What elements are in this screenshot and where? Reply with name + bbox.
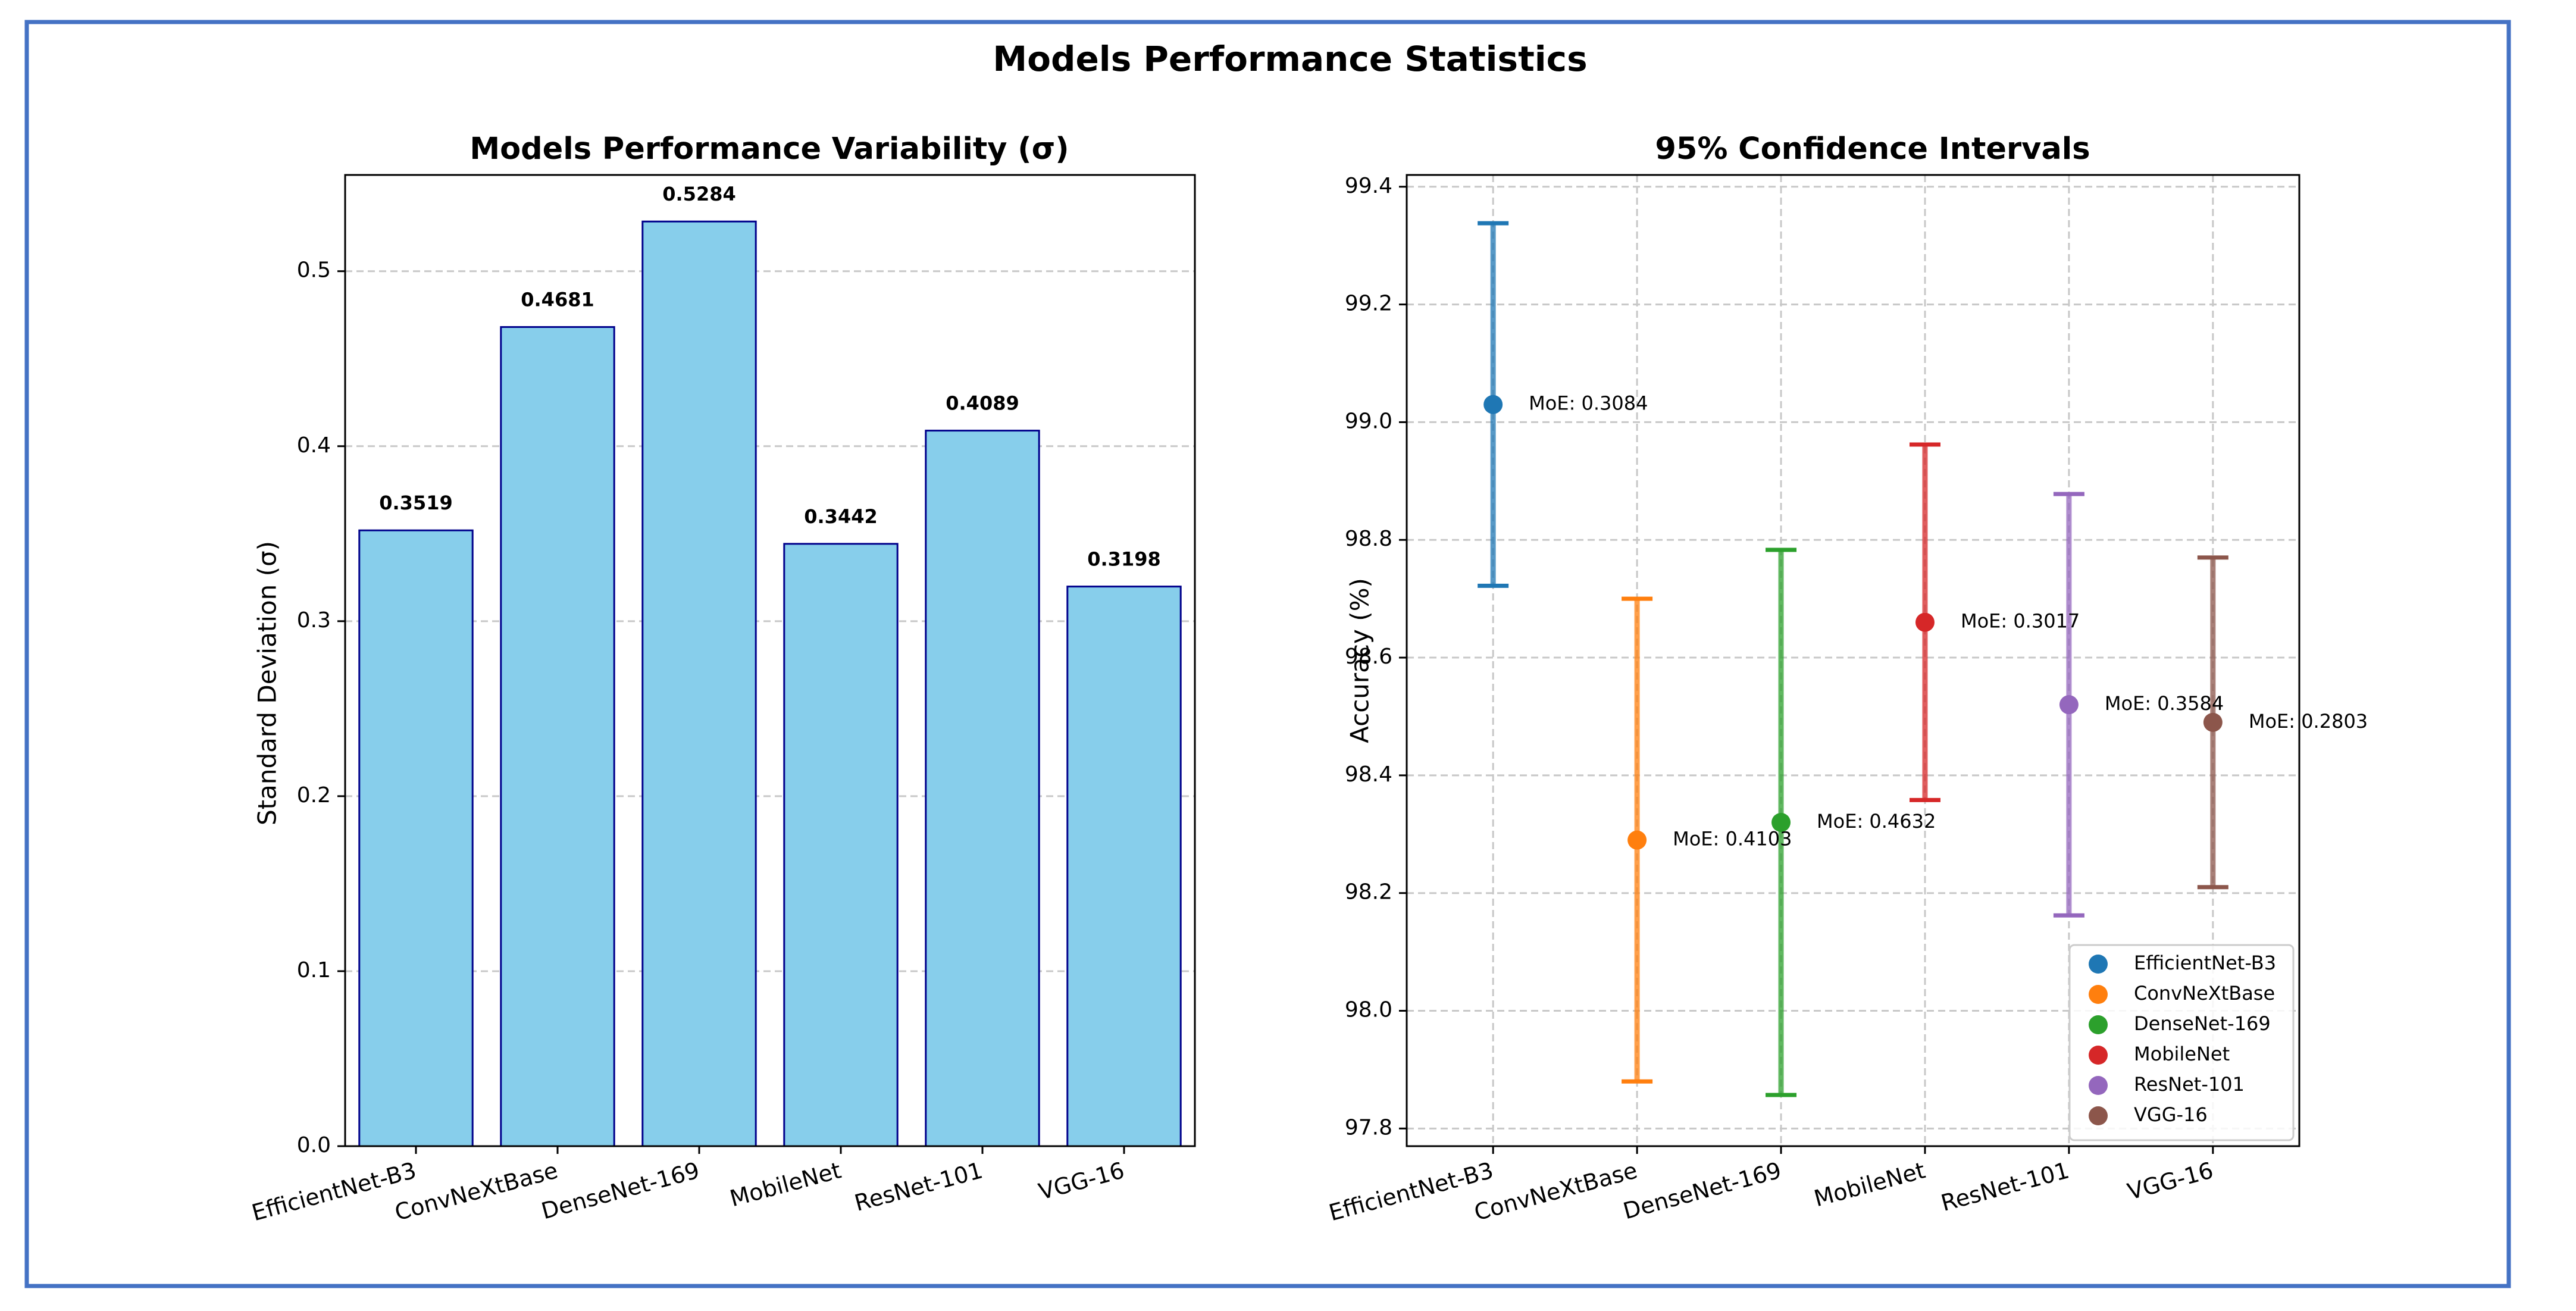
variability-ytick-label: 0.4 (297, 433, 331, 458)
bar-efficientnet-b3 (358, 529, 474, 1147)
errorbar-vgg-16 (2197, 555, 2228, 890)
ci-ytick-label: 98.6 (1345, 644, 1392, 669)
variability-ytick-label: 0.2 (297, 783, 331, 808)
variability-ytick-label: 0.3 (297, 608, 331, 633)
ci-ytick-label: 99.4 (1345, 174, 1392, 198)
legend-label: ConvNeXtBase (2134, 982, 2275, 1005)
ci-ytick-label: 99.0 (1345, 409, 1392, 433)
bar-densenet-169 (641, 220, 757, 1147)
legend-marker-convnextbase (2089, 985, 2108, 1004)
legend-marker-mobilenet (2089, 1046, 2108, 1065)
mean-point-densenet-169 (1771, 813, 1791, 832)
figure-border (24, 20, 2511, 1288)
errorbar-efficientnet-b3 (1478, 221, 1509, 588)
legend-label: ResNet-101 (2134, 1073, 2245, 1096)
ci-ytick-label: 99.2 (1345, 292, 1392, 316)
confidence-interval-chart: 95% Confidence Intervals Accuracy (%) Mo… (1326, 132, 2368, 1226)
mean-point-vgg-16 (2203, 712, 2223, 732)
moe-label: MoE: 0.2803 (2249, 710, 2368, 733)
moe-label: MoE: 0.3017 (1961, 610, 2080, 633)
legend-label: DenseNet-169 (2134, 1012, 2271, 1035)
mean-point-convnextbase (1627, 830, 1647, 850)
bar-resnet-101 (925, 430, 1040, 1147)
errorbar-convnextbase (1622, 596, 1653, 1084)
ci-ytick-label: 98.0 (1345, 998, 1392, 1022)
bar-convnextbase (500, 326, 615, 1147)
ci-ytick-label: 97.8 (1345, 1115, 1392, 1140)
bar-value-label: 0.4681 (521, 289, 594, 311)
moe-label: MoE: 0.4103 (1673, 828, 1792, 850)
ci-legend: EfficientNet-B3 ConvNeXtBase DenseNet-169 M… (2068, 944, 2295, 1141)
moe-label: MoE: 0.4632 (1817, 810, 1936, 833)
bar-mobilenet (783, 543, 899, 1147)
variability-chart-title: Models Performance Variability (σ) (469, 132, 1069, 167)
variability-ytick-label: 0.0 (297, 1133, 331, 1157)
legend-marker-densenet-169 (2089, 1015, 2108, 1034)
moe-label: MoE: 0.3084 (1529, 392, 1648, 415)
errorbar-densenet-169 (1766, 547, 1797, 1097)
moe-label: MoE: 0.3584 (2105, 692, 2224, 715)
bar-vgg-16 (1066, 586, 1182, 1147)
ci-ytick-label: 98.4 (1345, 762, 1392, 787)
variability-y-axis-label: Standard Deviation (σ) (253, 541, 282, 825)
variability-ytick-label: 0.1 (297, 958, 331, 983)
legend-marker-efficientnet-b3 (2089, 955, 2108, 974)
legend-marker-vgg-16 (2089, 1106, 2108, 1125)
ci-y-axis-label: Accuracy (%) (1345, 578, 1375, 743)
bar-value-label: 0.5284 (662, 183, 735, 205)
legend-marker-resnet-101 (2089, 1076, 2108, 1095)
variability-ytick-label: 0.5 (297, 258, 331, 283)
mean-point-efficientnet-b3 (1483, 395, 1503, 414)
errorbar-mobilenet (1909, 442, 1940, 802)
variability-plot-area (344, 174, 1196, 1147)
legend-box (2068, 944, 2295, 1141)
figure-suptitle: Models Performance Statistics (993, 39, 1587, 79)
legend-label: MobileNet (2134, 1043, 2230, 1065)
bar-value-label: 0.3442 (804, 505, 877, 528)
bar-value-label: 0.3519 (379, 492, 452, 514)
mean-point-mobilenet (1915, 612, 1935, 632)
ci-chart-title: 95% Confidence Intervals (1655, 132, 2090, 167)
legend-label: VGG-16 (2134, 1103, 2208, 1126)
ci-plot-area (1406, 174, 2300, 1147)
errorbar-resnet-101 (2053, 492, 2084, 918)
bar-value-label: 0.3198 (1087, 548, 1160, 571)
ci-ytick-label: 98.2 (1345, 880, 1392, 905)
variability-bar-chart: Models Performance Variability (σ) Stand… (249, 132, 1196, 1226)
bar-value-label: 0.4089 (946, 392, 1019, 415)
legend-label: EfficientNet-B3 (2134, 952, 2276, 974)
mean-point-resnet-101 (2059, 695, 2079, 715)
ci-ytick-label: 98.8 (1345, 527, 1392, 551)
